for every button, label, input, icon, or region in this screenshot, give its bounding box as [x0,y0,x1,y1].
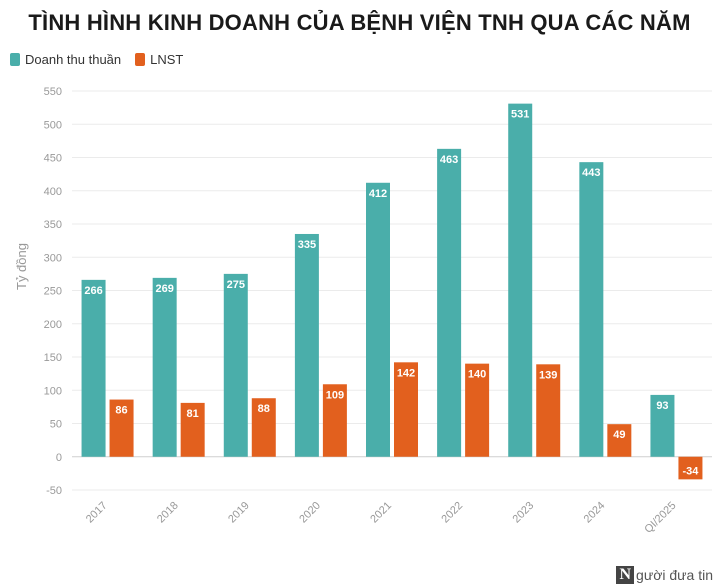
x-tick-label: 2019 [226,500,252,526]
y-tick-label: 250 [44,286,62,298]
x-tick-label: 2017 [84,500,110,526]
y-tick-label: -50 [46,485,62,497]
data-label: 88 [258,403,270,415]
bar [579,162,604,457]
watermark-logo-text: gười đưa tin [636,567,713,583]
legend-label-profit: LNST [150,52,184,67]
data-label: 531 [511,109,529,121]
x-tick-label: 2024 [582,500,608,526]
data-label: 109 [326,389,344,401]
data-label: 142 [397,367,415,379]
bar [81,279,106,457]
y-tick-label: 200 [44,319,62,331]
y-tick-label: 100 [44,385,62,397]
chart-title: TÌNH HÌNH KINH DOANH CỦA BỆNH VIỆN TNH Q… [28,10,691,35]
bar [437,148,462,457]
watermark-logo-mark: N [616,566,635,584]
x-tick-label: 2021 [368,500,394,526]
data-label: 93 [656,400,668,412]
x-tick-label: 2018 [155,500,181,526]
watermark-logo: N gười đưa tin [616,566,713,584]
bar [394,362,418,457]
data-label: -34 [682,465,699,477]
bar [180,402,205,457]
data-label: 49 [613,429,625,441]
y-tick-label: 50 [50,419,62,431]
data-label: 443 [582,167,600,179]
bar [294,233,319,457]
x-tick-label: QI/2025 [642,500,678,536]
legend: Doanh thu thuần LNST [10,52,197,67]
data-label: 275 [227,279,245,291]
y-tick-label: 550 [44,86,62,98]
y-tick-label: 500 [44,119,62,131]
y-tick-label: 0 [56,452,62,464]
bar [366,182,390,457]
bar [152,277,177,457]
y-axis-label: Tỷ đồng [14,243,29,290]
x-tick-label: 2022 [439,500,465,526]
bar [678,456,703,480]
bar [223,273,248,457]
legend-label-revenue: Doanh thu thuần [25,52,122,67]
bar [465,363,490,457]
data-label: 81 [187,408,199,420]
bar [508,103,533,457]
bar [536,364,561,457]
data-label: 269 [155,283,173,295]
y-tick-label: 400 [44,186,62,198]
legend-item-profit: LNST [135,52,183,67]
data-label: 139 [539,369,557,381]
y-tick-label: 300 [44,252,62,264]
bar [650,394,675,457]
data-label: 335 [298,239,316,251]
y-tick-label: 450 [44,153,62,165]
data-label: 86 [115,405,127,417]
legend-item-revenue: Doanh thu thuần [10,52,121,67]
data-label: 266 [84,285,102,297]
bar [322,384,347,457]
bar [109,399,134,457]
data-label: 140 [468,369,486,381]
legend-swatch-revenue [10,53,20,66]
bar [607,424,632,457]
y-tick-label: 150 [44,352,62,364]
legend-swatch-profit [135,53,146,66]
x-tick-label: 2020 [297,500,323,526]
y-tick-label: 350 [44,219,62,231]
bar [251,398,276,457]
x-tick-label: 2023 [511,500,537,526]
data-label: 412 [369,188,387,200]
data-label: 463 [440,154,458,166]
